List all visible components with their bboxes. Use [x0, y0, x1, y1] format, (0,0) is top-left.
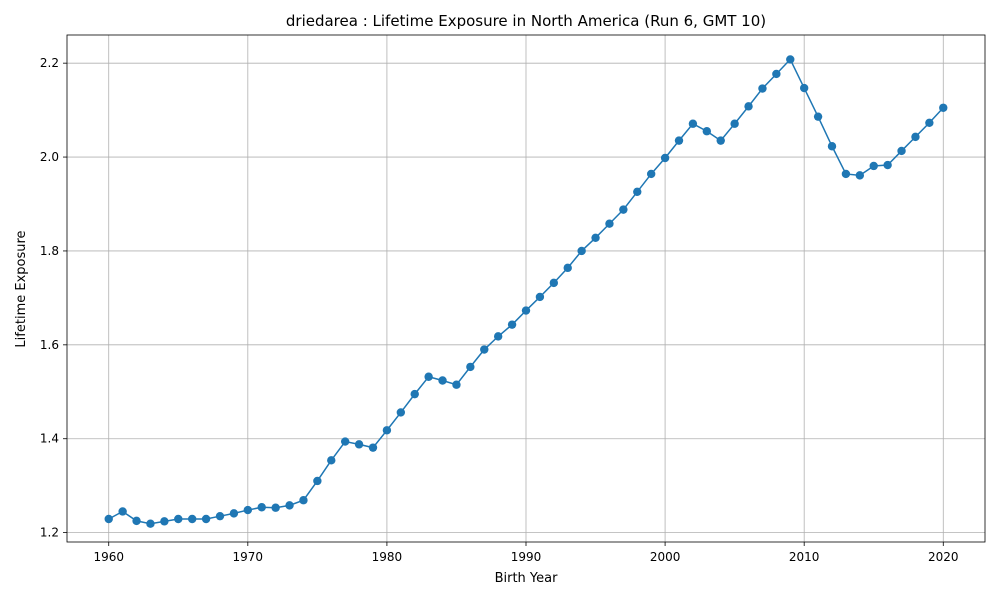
data-point: [480, 345, 489, 354]
data-point: [716, 136, 725, 145]
data-point: [187, 514, 197, 524]
x-axis-label: Birth Year: [495, 571, 559, 586]
data-point: [646, 169, 656, 179]
data-point: [563, 263, 572, 273]
y-tick-label: 1.2: [40, 526, 59, 540]
data-point: [619, 205, 628, 214]
data-point: [424, 372, 433, 381]
data-point: [354, 440, 364, 449]
data-point: [883, 160, 892, 170]
data-point: [813, 112, 823, 121]
data-point: [535, 292, 545, 302]
data-point: [257, 503, 266, 512]
data-point: [674, 136, 684, 145]
x-tick-label: 2010: [789, 550, 820, 564]
series-exposure: [104, 55, 948, 528]
data-point: [466, 362, 475, 372]
x-tick-label: 1990: [511, 550, 542, 564]
data-point: [327, 456, 336, 465]
data-point: [549, 278, 559, 288]
data-point: [452, 380, 461, 389]
data-point: [368, 443, 378, 452]
data-point: [799, 83, 809, 93]
data-point: [299, 496, 308, 505]
data-point: [758, 84, 767, 93]
data-point: [438, 376, 447, 385]
data-point: [855, 171, 865, 180]
y-tick-label: 1.4: [40, 432, 59, 446]
data-point: [174, 514, 183, 524]
x-tick-label: 1980: [372, 550, 403, 564]
data-point: [925, 118, 934, 127]
data-point: [160, 517, 169, 526]
x-tick-label: 1960: [93, 550, 124, 564]
chart-title: driedarea : Lifetime Exposure in North A…: [286, 12, 766, 30]
data-point: [382, 426, 392, 435]
data-point: [215, 511, 225, 521]
y-tick-label: 1.8: [40, 244, 59, 258]
data-point: [911, 132, 920, 142]
y-tick-label: 1.6: [40, 338, 59, 352]
y-tick-label: 2.0: [40, 150, 59, 164]
data-point: [591, 233, 600, 242]
data-point: [827, 142, 837, 151]
data-point: [702, 127, 712, 136]
data-point: [869, 161, 878, 171]
data-point: [577, 246, 586, 256]
data-point: [243, 505, 253, 515]
data-point: [340, 437, 350, 446]
data-point: [521, 306, 531, 315]
data-point: [633, 187, 642, 196]
data-point: [285, 501, 294, 510]
axis-ticks: 1960 1970 1980 1990 2000 2010 2020 1.2 1.4 1.6 1.8…: [40, 56, 959, 564]
data-point: [313, 476, 322, 486]
data-point: [118, 507, 127, 516]
data-point: [396, 408, 406, 417]
y-axis-label: Lifetime Exposure: [14, 230, 29, 347]
data-point: [841, 169, 851, 179]
data-point: [271, 503, 280, 512]
data-point: [939, 103, 948, 112]
data-point: [410, 389, 419, 399]
data-point: [730, 119, 739, 128]
data-point: [786, 55, 795, 64]
data-point: [897, 146, 906, 156]
data-point: [229, 509, 239, 518]
y-tick-label: 2.2: [40, 56, 59, 70]
data-point: [605, 219, 614, 228]
data-point: [660, 153, 670, 163]
data-point: [688, 119, 698, 128]
data-point: [146, 519, 155, 528]
data-point: [772, 69, 781, 79]
x-tick-label: 2020: [928, 550, 959, 564]
plot-frame: [66, 34, 986, 543]
data-point: [104, 514, 113, 524]
x-tick-label: 2000: [650, 550, 681, 564]
data-point: [201, 514, 211, 524]
data-point: [493, 332, 503, 341]
data-point: [744, 102, 753, 111]
data-point: [507, 320, 517, 329]
x-tick-label: 1970: [233, 550, 264, 564]
gridlines: [67, 35, 985, 542]
data-point: [132, 516, 141, 526]
